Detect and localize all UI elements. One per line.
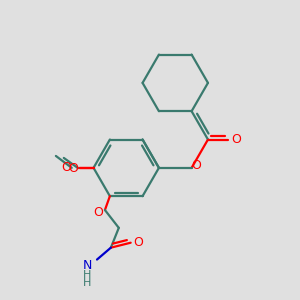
- Text: O: O: [61, 161, 71, 174]
- Text: O: O: [134, 236, 143, 249]
- Text: N: N: [82, 259, 92, 272]
- Text: O: O: [231, 133, 241, 146]
- Text: H: H: [83, 278, 91, 288]
- Text: H: H: [83, 270, 91, 280]
- Text: O: O: [93, 206, 103, 220]
- Text: O: O: [68, 162, 78, 175]
- Text: O: O: [192, 159, 202, 172]
